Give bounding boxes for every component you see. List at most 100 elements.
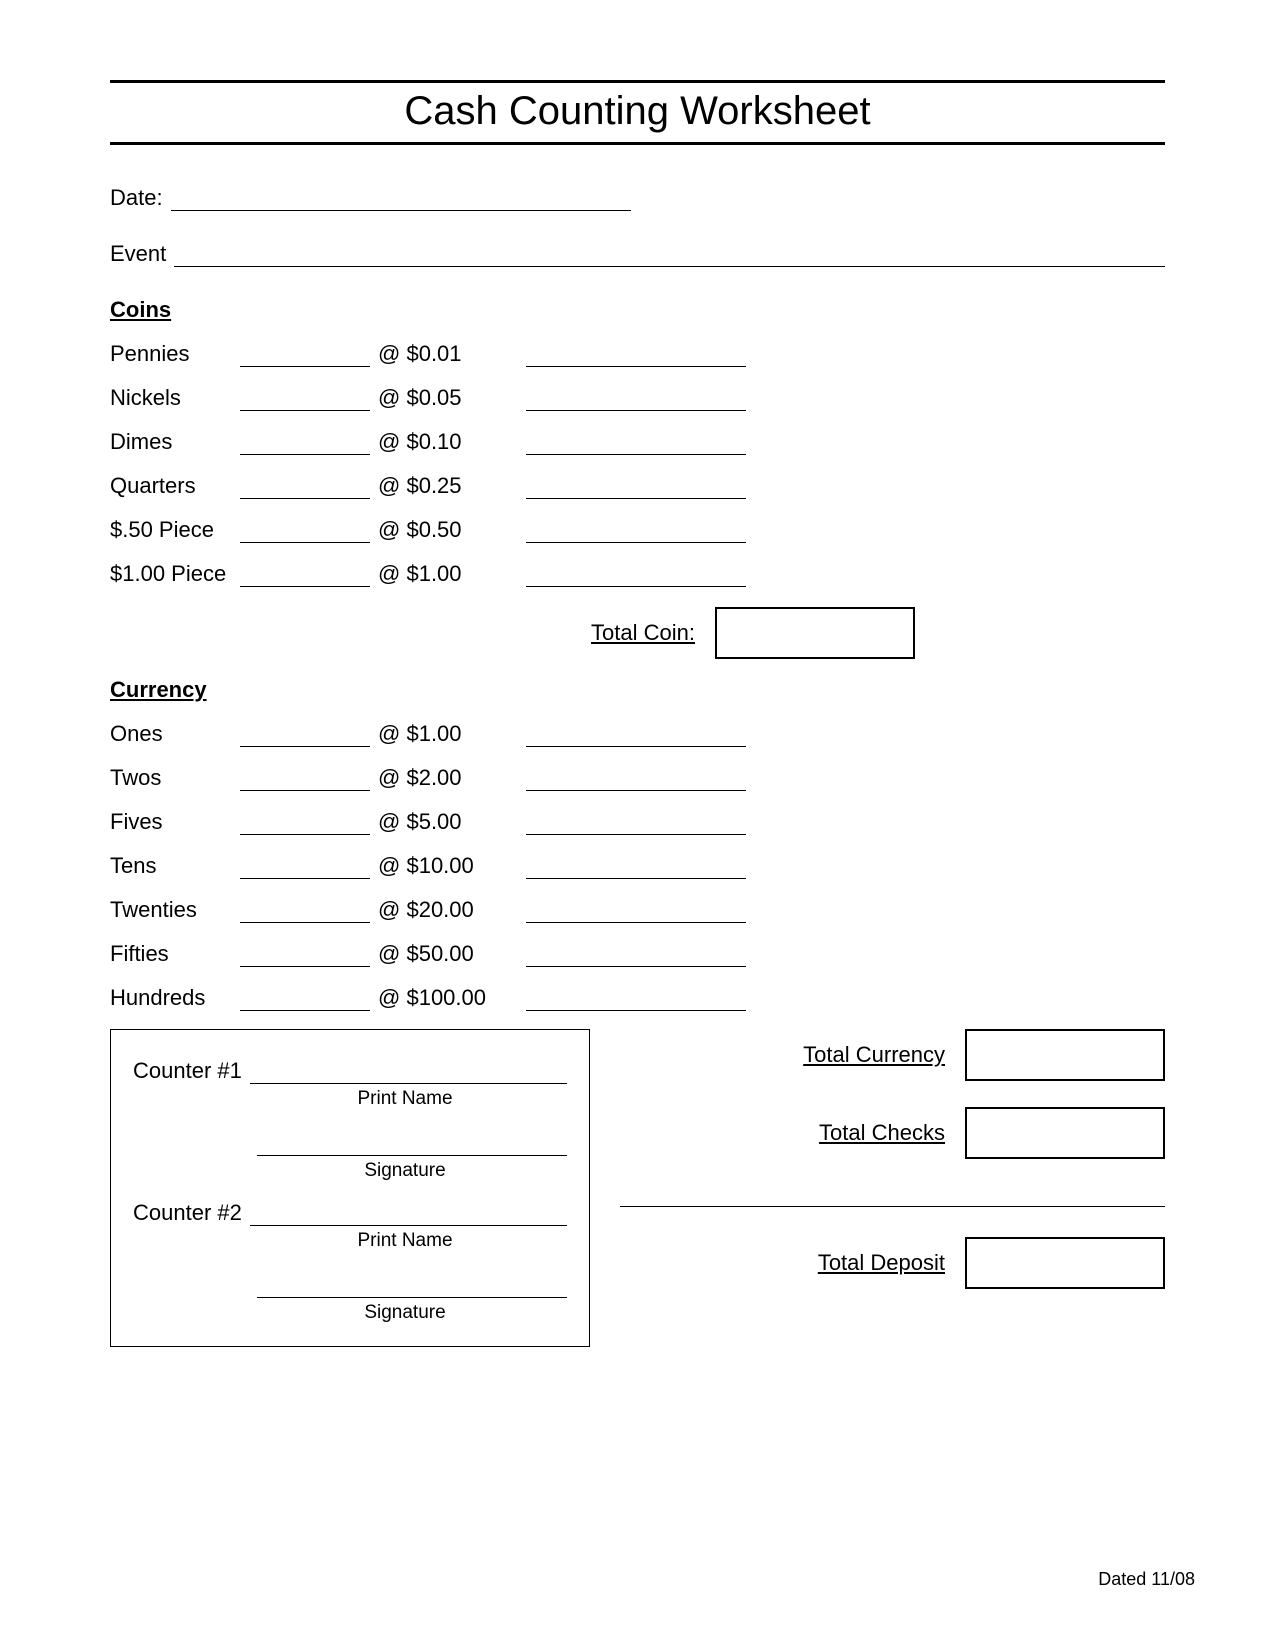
counter-2-sig-blank[interactable] [257,1276,567,1298]
coins-list: Pennies @ $0.01 Nickels @ $0.05 Dimes @ … [110,341,1165,587]
total-coin-label: Total Coin: [591,620,695,646]
counter-1-label: Counter #1 [133,1058,242,1084]
currency-count-blank[interactable] [240,857,370,879]
signature-label: Signature [133,1302,567,1324]
coin-count-blank[interactable] [240,521,370,543]
coin-count-blank[interactable] [240,477,370,499]
currency-header: Currency [110,677,1165,703]
currency-amount-blank[interactable] [526,989,746,1011]
coin-rate: @ $0.25 [378,473,508,499]
currency-rate: @ $50.00 [378,941,508,967]
date-row: Date: [110,185,1165,211]
coin-count-blank[interactable] [240,565,370,587]
counter-2-row: Counter #2 [133,1200,567,1226]
currency-label: Fifties [110,941,240,967]
coin-label: $.50 Piece [110,517,240,543]
coin-row: Nickels @ $0.05 [110,385,1165,411]
currency-label: Hundreds [110,985,240,1011]
coin-rate: @ $0.01 [378,341,508,367]
coin-amount-blank[interactable] [526,433,746,455]
total-coin-box[interactable] [715,607,915,659]
event-label: Event [110,241,166,267]
worksheet-page: Cash Counting Worksheet Date: Event Coin… [0,0,1275,1407]
coin-row: $1.00 Piece @ $1.00 [110,561,1165,587]
total-currency-box[interactable] [965,1029,1165,1081]
coin-amount-blank[interactable] [526,521,746,543]
separator-blank [620,1185,1165,1207]
counter-2-label: Counter #2 [133,1200,242,1226]
currency-label: Twos [110,765,240,791]
currency-amount-blank[interactable] [526,813,746,835]
coin-label: Dimes [110,429,240,455]
coin-rate: @ $0.05 [378,385,508,411]
coin-amount-blank[interactable] [526,477,746,499]
counter-2-sig-row [133,1276,567,1298]
currency-count-blank[interactable] [240,813,370,835]
counter-1-name-blank[interactable] [250,1062,567,1084]
counter-2-name-blank[interactable] [250,1204,567,1226]
currency-row: Hundreds @ $100.00 [110,985,1165,1011]
coin-row: Pennies @ $0.01 [110,341,1165,367]
coin-label: Quarters [110,473,240,499]
currency-amount-blank[interactable] [526,725,746,747]
currency-list: Ones @ $1.00 Twos @ $2.00 Fives @ $5.00 … [110,721,1165,1011]
print-name-label: Print Name [133,1088,567,1110]
coin-count-blank[interactable] [240,433,370,455]
currency-amount-blank[interactable] [526,857,746,879]
currency-count-blank[interactable] [240,769,370,791]
currency-row: Twenties @ $20.00 [110,897,1165,923]
currency-label: Tens [110,853,240,879]
total-checks-label: Total Checks [819,1120,945,1146]
coin-amount-blank[interactable] [526,565,746,587]
coin-amount-blank[interactable] [526,345,746,367]
currency-amount-blank[interactable] [526,945,746,967]
currency-count-blank[interactable] [240,901,370,923]
total-checks-row: Total Checks [620,1107,1165,1159]
title-bar: Cash Counting Worksheet [110,80,1165,145]
currency-row: Twos @ $2.00 [110,765,1165,791]
coin-label: $1.00 Piece [110,561,240,587]
currency-amount-blank[interactable] [526,901,746,923]
coin-count-blank[interactable] [240,389,370,411]
total-currency-row: Total Currency [620,1029,1165,1081]
page-title: Cash Counting Worksheet [110,89,1165,134]
event-blank[interactable] [174,245,1165,267]
currency-rate: @ $5.00 [378,809,508,835]
coin-row: $.50 Piece @ $0.50 [110,517,1165,543]
currency-rate: @ $20.00 [378,897,508,923]
coin-amount-blank[interactable] [526,389,746,411]
total-coin-row: Total Coin: [110,607,1165,659]
total-checks-box[interactable] [965,1107,1165,1159]
counter-1-sig-blank[interactable] [257,1134,567,1156]
currency-row: Ones @ $1.00 [110,721,1165,747]
currency-rate: @ $10.00 [378,853,508,879]
currency-row: Fifties @ $50.00 [110,941,1165,967]
currency-label: Ones [110,721,240,747]
currency-rate: @ $2.00 [378,765,508,791]
coin-count-blank[interactable] [240,345,370,367]
coin-row: Dimes @ $0.10 [110,429,1165,455]
counter-box: Counter #1 Print Name Signature Counter … [110,1029,590,1347]
right-totals: Total Currency Total Checks Total Deposi… [590,1029,1165,1315]
coin-rate: @ $0.50 [378,517,508,543]
currency-label: Twenties [110,897,240,923]
date-blank[interactable] [171,189,631,211]
currency-rate: @ $1.00 [378,721,508,747]
footer-dated: Dated 11/08 [1098,1569,1195,1590]
currency-label: Fives [110,809,240,835]
currency-count-blank[interactable] [240,725,370,747]
currency-row: Tens @ $10.00 [110,853,1165,879]
currency-row: Fives @ $5.00 [110,809,1165,835]
currency-amount-blank[interactable] [526,769,746,791]
bottom-area: Counter #1 Print Name Signature Counter … [110,1029,1165,1347]
total-deposit-box[interactable] [965,1237,1165,1289]
print-name-label: Print Name [133,1230,567,1252]
total-currency-label: Total Currency [803,1042,945,1068]
currency-count-blank[interactable] [240,989,370,1011]
coin-row: Quarters @ $0.25 [110,473,1165,499]
currency-count-blank[interactable] [240,945,370,967]
signature-label: Signature [133,1160,567,1182]
counter-1-row: Counter #1 [133,1058,567,1084]
total-deposit-label: Total Deposit [818,1250,945,1276]
total-deposit-row: Total Deposit [620,1237,1165,1289]
